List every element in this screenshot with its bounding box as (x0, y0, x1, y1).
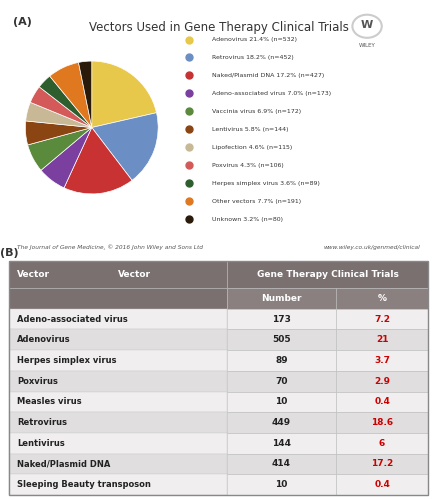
Text: (B): (B) (0, 248, 19, 258)
Text: 18.6: 18.6 (371, 418, 393, 427)
FancyBboxPatch shape (227, 350, 336, 371)
Text: Lentivirus: Lentivirus (17, 439, 65, 448)
Text: 6: 6 (379, 439, 385, 448)
FancyBboxPatch shape (336, 330, 428, 350)
Text: www.wiley.co.uk/genmed/clinical: www.wiley.co.uk/genmed/clinical (323, 245, 420, 250)
FancyBboxPatch shape (227, 261, 428, 287)
Text: 70: 70 (275, 376, 288, 386)
Text: 2.9: 2.9 (374, 376, 390, 386)
Text: Adeno-associated virus 7.0% (n=173): Adeno-associated virus 7.0% (n=173) (212, 91, 331, 96)
Text: The Journal of Gene Medicine, © 2016 John Wiley and Sons Ltd: The Journal of Gene Medicine, © 2016 Joh… (17, 244, 203, 250)
Text: Naked/Plasmid DNA 17.2% (n=427): Naked/Plasmid DNA 17.2% (n=427) (212, 73, 324, 78)
FancyBboxPatch shape (227, 412, 336, 433)
Text: Vectors Used in Gene Therapy Clinical Trials: Vectors Used in Gene Therapy Clinical Tr… (89, 21, 348, 34)
Text: Unknown 3.2% (n=80): Unknown 3.2% (n=80) (212, 216, 283, 222)
Wedge shape (28, 128, 92, 170)
Wedge shape (64, 128, 132, 194)
FancyBboxPatch shape (9, 474, 227, 495)
FancyBboxPatch shape (9, 330, 227, 350)
FancyBboxPatch shape (9, 454, 227, 474)
FancyBboxPatch shape (336, 392, 428, 412)
FancyBboxPatch shape (227, 371, 336, 392)
FancyBboxPatch shape (9, 309, 227, 330)
Text: Adeno-associated virus: Adeno-associated virus (17, 314, 128, 324)
FancyBboxPatch shape (227, 454, 336, 474)
Text: Gene Therapy Clinical Trials: Gene Therapy Clinical Trials (257, 270, 399, 278)
Text: Vaccinia virus 6.9% (n=172): Vaccinia virus 6.9% (n=172) (212, 109, 302, 114)
Wedge shape (79, 61, 92, 128)
FancyBboxPatch shape (9, 350, 227, 371)
Text: Vector: Vector (118, 270, 151, 278)
Wedge shape (26, 102, 92, 128)
Text: 89: 89 (275, 356, 288, 365)
Text: Adenovirus 21.4% (n=532): Adenovirus 21.4% (n=532) (212, 37, 297, 42)
Text: (A): (A) (13, 18, 32, 28)
FancyBboxPatch shape (227, 392, 336, 412)
FancyBboxPatch shape (227, 309, 336, 330)
Text: Herpes simplex virus 3.6% (n=89): Herpes simplex virus 3.6% (n=89) (212, 180, 320, 186)
FancyBboxPatch shape (336, 454, 428, 474)
Text: W: W (361, 20, 373, 30)
Text: 10: 10 (275, 480, 288, 489)
Text: 414: 414 (272, 460, 291, 468)
FancyBboxPatch shape (227, 433, 336, 454)
Text: 144: 144 (272, 439, 291, 448)
Text: 17.2: 17.2 (371, 460, 393, 468)
Text: 449: 449 (272, 418, 291, 427)
Wedge shape (92, 112, 158, 180)
FancyBboxPatch shape (9, 261, 227, 287)
FancyBboxPatch shape (336, 412, 428, 433)
FancyBboxPatch shape (227, 474, 336, 495)
FancyBboxPatch shape (9, 433, 227, 454)
Text: Lipofection 4.6% (n=115): Lipofection 4.6% (n=115) (212, 144, 292, 150)
Wedge shape (41, 128, 92, 188)
Text: Adenovirus: Adenovirus (17, 336, 71, 344)
Text: Retrovirus 18.2% (n=452): Retrovirus 18.2% (n=452) (212, 55, 294, 60)
FancyBboxPatch shape (336, 288, 428, 309)
Text: Herpes simplex virus: Herpes simplex virus (17, 356, 117, 365)
Wedge shape (30, 87, 92, 128)
Text: Poxvirus: Poxvirus (17, 376, 58, 386)
Wedge shape (25, 121, 92, 145)
Text: WILEY: WILEY (359, 43, 375, 48)
Text: Other vectors 7.7% (n=191): Other vectors 7.7% (n=191) (212, 198, 302, 203)
Wedge shape (50, 62, 92, 128)
Text: 0.4: 0.4 (374, 480, 390, 489)
Text: 0.4: 0.4 (374, 398, 390, 406)
FancyBboxPatch shape (336, 433, 428, 454)
FancyBboxPatch shape (336, 474, 428, 495)
FancyBboxPatch shape (9, 371, 227, 392)
FancyBboxPatch shape (9, 288, 227, 309)
FancyBboxPatch shape (227, 330, 336, 350)
Text: %: % (378, 294, 387, 302)
FancyBboxPatch shape (336, 350, 428, 371)
Wedge shape (39, 76, 92, 128)
Text: 7.2: 7.2 (374, 314, 390, 324)
FancyBboxPatch shape (336, 309, 428, 330)
FancyBboxPatch shape (9, 392, 227, 412)
Text: Sleeping Beauty transposon: Sleeping Beauty transposon (17, 480, 151, 489)
Text: 173: 173 (272, 314, 291, 324)
Text: Vector: Vector (17, 270, 50, 278)
Text: 21: 21 (376, 336, 388, 344)
Text: Poxvirus 4.3% (n=106): Poxvirus 4.3% (n=106) (212, 162, 284, 168)
Text: 10: 10 (275, 398, 288, 406)
Text: 505: 505 (272, 336, 291, 344)
FancyBboxPatch shape (9, 412, 227, 433)
FancyBboxPatch shape (9, 261, 227, 287)
Wedge shape (92, 61, 156, 128)
FancyBboxPatch shape (336, 371, 428, 392)
Text: Number: Number (261, 294, 302, 302)
Text: Retrovirus: Retrovirus (17, 418, 67, 427)
Text: Lentivirus 5.8% (n=144): Lentivirus 5.8% (n=144) (212, 127, 289, 132)
Text: Measles virus: Measles virus (17, 398, 82, 406)
Text: Naked/Plasmid DNA: Naked/Plasmid DNA (17, 460, 111, 468)
FancyBboxPatch shape (227, 288, 336, 309)
Text: 3.7: 3.7 (374, 356, 390, 365)
